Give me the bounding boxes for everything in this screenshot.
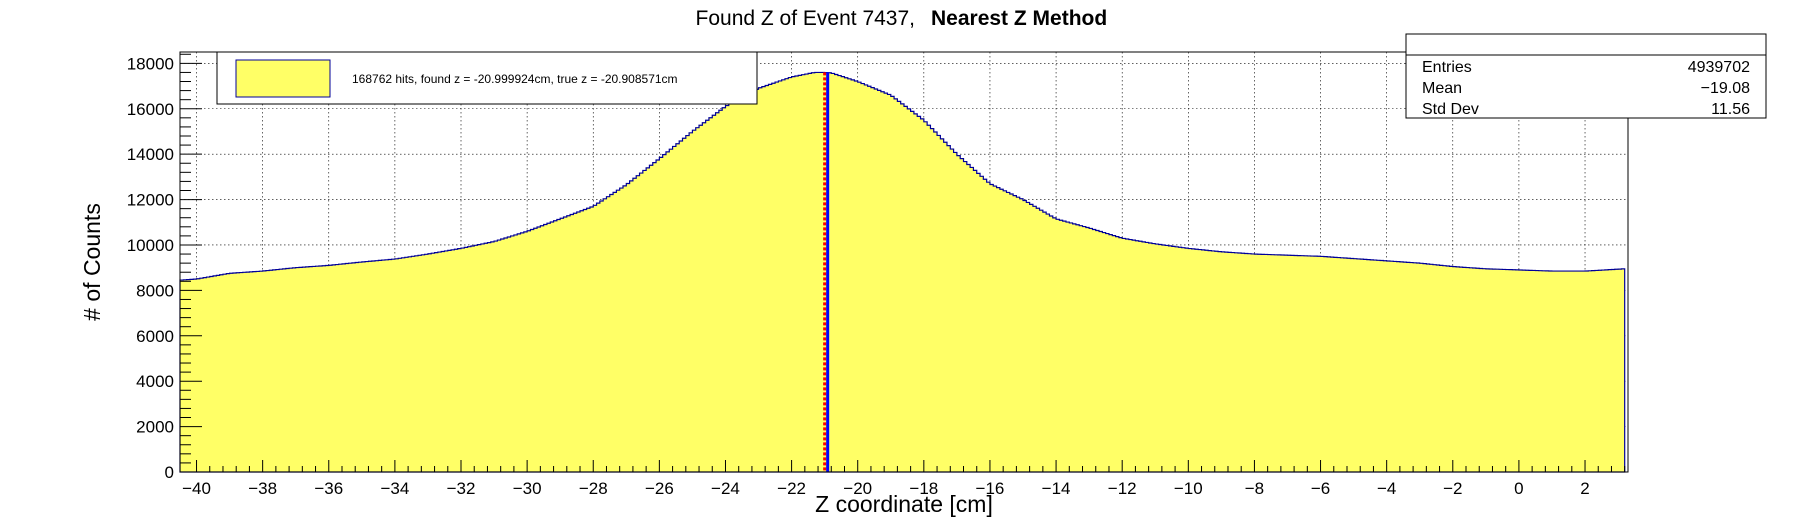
x-tick-label: −12 xyxy=(1108,479,1137,498)
chart-title-method: Nearest Z Method xyxy=(931,7,1107,30)
x-tick-label: −34 xyxy=(380,479,409,498)
histogram-area xyxy=(179,71,1626,473)
y-tick-label: 16000 xyxy=(127,100,174,119)
x-tick-label: −28 xyxy=(579,479,608,498)
stats-mean-value: −19.08 xyxy=(1701,80,1750,97)
legend-label: 168762 hits, found z = -20.999924cm, tru… xyxy=(352,72,678,86)
y-tick-label: 0 xyxy=(165,463,174,482)
y-tick-label: 6000 xyxy=(136,327,174,346)
x-tick-label: −14 xyxy=(1042,479,1071,498)
y-tick-label: 18000 xyxy=(127,54,174,73)
y-tick-label: 10000 xyxy=(127,236,174,255)
axis-ticks: −40 −38 −36 −34 −32 −30 −28 −26 −24 −22 −20 −18 −16−… xyxy=(127,53,1626,498)
x-tick-label: −26 xyxy=(645,479,674,498)
stats-entries-label: Entries xyxy=(1422,59,1472,76)
x-tick-label: −8 xyxy=(1245,479,1264,498)
x-tick-label: −20 xyxy=(843,479,872,498)
stats-stddev-value: 11.56 xyxy=(1711,101,1750,118)
x-tick-label: −24 xyxy=(711,479,740,498)
x-tick-label: 0 xyxy=(1514,479,1523,498)
x-tick-label: −40 xyxy=(182,479,211,498)
y-tick-label: 4000 xyxy=(136,372,174,391)
x-tick-label: −38 xyxy=(248,479,277,498)
x-tick-label: 2 xyxy=(1580,479,1589,498)
histogram-bars xyxy=(179,71,1626,473)
x-tick-label: −6 xyxy=(1311,479,1330,498)
x-tick-label: −2 xyxy=(1443,479,1462,498)
x-axis-title: Z coordinate [cm] xyxy=(815,491,993,517)
z-markers xyxy=(823,72,830,472)
stats-box-frame xyxy=(1405,33,1767,119)
x-tick-label: −18 xyxy=(909,479,938,498)
y-tick-label: 8000 xyxy=(136,281,174,300)
y-axis-title: # of Counts xyxy=(79,203,105,321)
x-tick-label: −10 xyxy=(1174,479,1203,498)
stats-mean-label: Mean xyxy=(1422,80,1462,97)
x-tick-label: −32 xyxy=(447,479,476,498)
stats-entries-value: 4939702 xyxy=(1688,59,1750,76)
stats-box: Entries 4939702 Mean −19.08 Std Dev 11.5… xyxy=(1405,33,1767,119)
y-tick-label: 12000 xyxy=(127,191,174,210)
x-tick-label: −4 xyxy=(1377,479,1396,498)
x-tick-label: −30 xyxy=(513,479,542,498)
stats-stddev-label: Std Dev xyxy=(1422,101,1479,118)
x-tick-label: −36 xyxy=(314,479,343,498)
chart-title: Found Z of Event 7437, xyxy=(696,7,915,30)
legend-swatch xyxy=(235,59,331,98)
x-tick-label: −22 xyxy=(777,479,806,498)
legend: 168762 hits, found z = -20.999924cm, tru… xyxy=(216,51,758,105)
x-tick-label: −16 xyxy=(976,479,1005,498)
plot-frame xyxy=(179,51,1629,473)
y-tick-label: 2000 xyxy=(136,418,174,437)
y-tick-label: 14000 xyxy=(127,145,174,164)
